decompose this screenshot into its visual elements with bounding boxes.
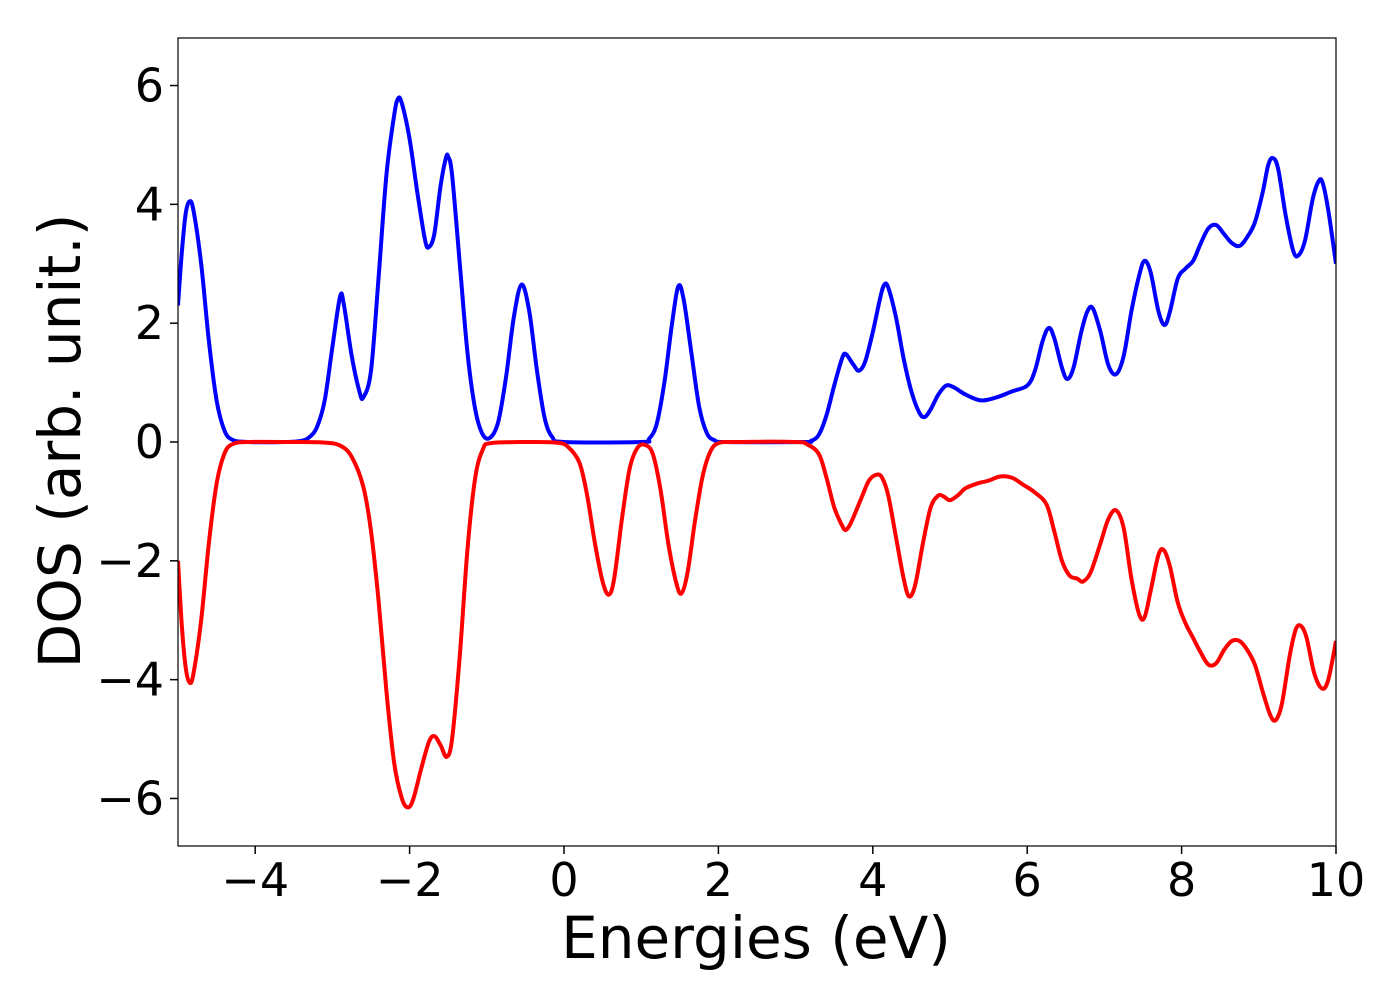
y-tick-label: −2 xyxy=(96,534,164,588)
x-tick-label: −2 xyxy=(376,853,444,907)
x-tick-label: 10 xyxy=(1307,853,1366,907)
y-axis: −6 −4 −2 0 2 4 6 xyxy=(96,59,178,825)
x-axis-label: Energies (eV) xyxy=(561,904,951,972)
x-tick-label: −4 xyxy=(221,853,289,907)
x-tick-label: 0 xyxy=(549,853,578,907)
y-axis-label: DOS (arb. unit.) xyxy=(26,214,94,669)
x-tick-label: 4 xyxy=(858,853,887,907)
y-tick-label: 2 xyxy=(135,296,164,350)
y-tick-label: 0 xyxy=(135,415,164,469)
series-line-0 xyxy=(178,95,1336,445)
x-tick-label: 6 xyxy=(1013,853,1042,907)
series-line-1 xyxy=(178,439,1336,810)
x-tick-label: 2 xyxy=(704,853,733,907)
y-tick-label: 6 xyxy=(135,59,164,113)
y-tick-label: −4 xyxy=(96,653,164,707)
x-tick-label: 8 xyxy=(1167,853,1196,907)
series-group xyxy=(178,95,1336,810)
x-axis: −4 −2 0 2 4 6 8 10 xyxy=(221,846,1365,907)
y-tick-label: 4 xyxy=(135,177,164,231)
y-tick-label: −6 xyxy=(96,771,164,825)
